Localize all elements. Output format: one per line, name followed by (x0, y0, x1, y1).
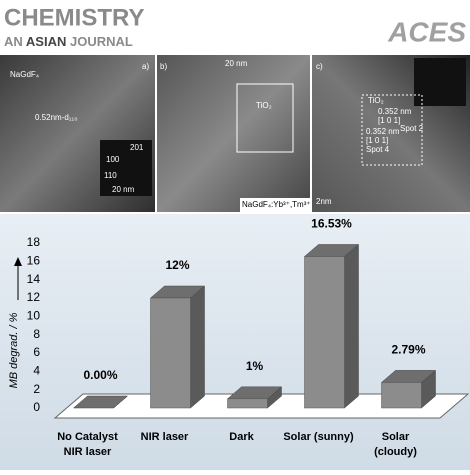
fft-inset (414, 58, 466, 106)
panel-text: 0.352 nm (366, 127, 400, 136)
scale-label: 20 nm (225, 59, 248, 68)
y-tick-label: 6 (33, 345, 40, 359)
arrow-head (14, 257, 22, 266)
x-tick-label: NIR laser (141, 431, 189, 443)
bar-side (344, 243, 359, 409)
panel-text: TiO₂ (368, 96, 384, 105)
y-tick-label: 18 (27, 235, 41, 249)
panel-text: 201 (130, 143, 144, 152)
panel-text: 0.52nm-d₁₁₀ (35, 113, 78, 122)
panel-text: TiO₂ (256, 101, 272, 110)
panel-text: NaGdF₄ (10, 70, 39, 79)
x-tick-label: Solar (382, 431, 410, 443)
y-tick-label: 16 (27, 254, 41, 268)
journal-subtitle: AN ASIAN JOURNAL (4, 34, 133, 49)
scale-label: 20 nm (112, 185, 135, 194)
caption-box (240, 198, 310, 212)
panel-text: Spot 2 (400, 124, 424, 133)
zoom-box (361, 94, 423, 166)
panel-text: 100 (106, 155, 120, 164)
chart-background (0, 214, 470, 470)
zoom-box (236, 83, 294, 153)
bar (304, 256, 345, 409)
y-tick-label: 14 (27, 272, 41, 286)
panel-text: 0.352 nm (378, 107, 412, 116)
panel-text: Spot 4 (366, 145, 390, 154)
x-tick-label: NIR laser (64, 446, 112, 458)
y-tick-label: 10 (27, 309, 41, 323)
bar (150, 297, 191, 409)
panel-text: NaGdF₄:Yb³⁺,Tm³⁺ (242, 200, 311, 209)
logo: ACES (387, 16, 466, 47)
bar (227, 398, 268, 409)
panel-label: b) (160, 62, 167, 71)
x-tick-label: Dark (229, 431, 254, 443)
panel-label: a) (142, 62, 149, 71)
panel-text: [1 0 1] (378, 116, 400, 125)
chart: MB degrad. / % 0 2 4 6 8 10 12 14 16 18 0.00% No Cat… (8, 217, 470, 458)
tem-image-b (157, 55, 310, 212)
fft-inset (100, 140, 152, 196)
y-tick-label: 12 (27, 290, 41, 304)
bar (381, 382, 422, 409)
value-label: 16.53% (311, 217, 352, 231)
bar-top (72, 395, 129, 409)
value-label: 12% (165, 258, 189, 272)
value-label: 2.79% (391, 343, 425, 357)
y-tick-label: 2 (33, 382, 40, 396)
y-tick-label: 4 (33, 364, 40, 378)
y-tick-label: 8 (33, 327, 40, 341)
x-tick-label: Solar (sunny) (283, 431, 354, 443)
scale-label: 2nm (316, 197, 332, 206)
bar-side (190, 285, 205, 409)
panel-text: [1 0 1] (366, 136, 388, 145)
journal-title: CHEMISTRY (4, 4, 144, 31)
x-tick-label: No Catalyst (57, 431, 118, 443)
panel-text: 110 (104, 171, 117, 180)
x-tick-label: (cloudy) (374, 446, 417, 458)
y-tick-label: 0 (33, 400, 40, 414)
value-label: 1% (246, 359, 264, 373)
y-axis-label: MB degrad. / % (8, 312, 20, 388)
panel-label: c) (316, 62, 323, 71)
value-label: 0.00% (83, 368, 117, 382)
